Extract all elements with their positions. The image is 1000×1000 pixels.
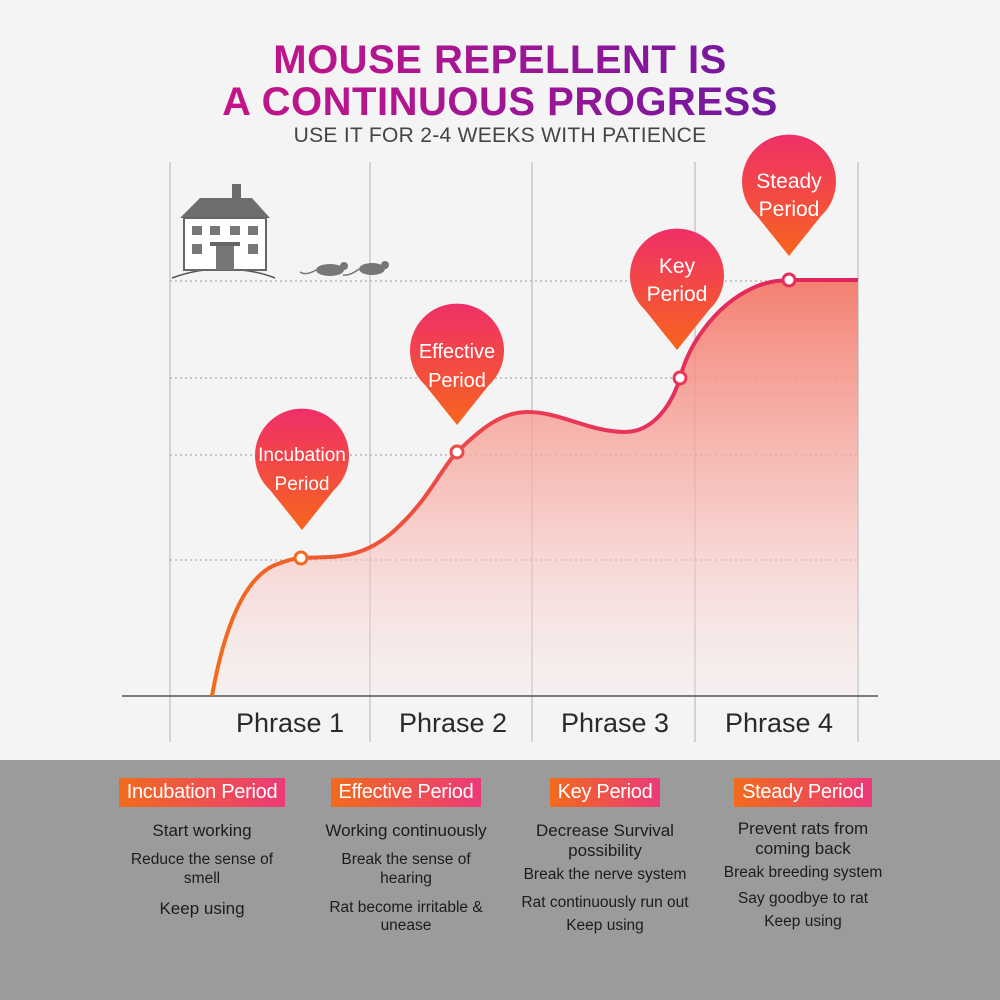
marker-label: Effective xyxy=(419,341,495,363)
marker-pin-3: Key Period xyxy=(630,228,724,350)
period-item: Reduce the sense of smell xyxy=(130,851,274,887)
marker-pin-4: Steady Period xyxy=(742,134,836,256)
period-item: Keep using xyxy=(764,912,842,930)
period-item: Break breeding system xyxy=(723,863,883,881)
marker-pin-2: Effective Period xyxy=(409,303,504,425)
phrase-labels: Phrase 1 Phrase 2 Phrase 3 Phrase 4 xyxy=(236,708,833,738)
period-item: Rat continuously run out xyxy=(521,894,689,912)
house-icon xyxy=(171,184,276,279)
marker-dot xyxy=(672,370,688,386)
period-item: Break the sense of hearing xyxy=(341,851,471,887)
period-item: Rat become irritable & unease xyxy=(329,898,483,935)
period-column-incubation: Incubation Period Start working Reduce t… xyxy=(92,778,312,919)
progress-area xyxy=(212,280,858,696)
period-item: Decrease Survival possibility xyxy=(536,821,674,861)
marker-dot xyxy=(293,550,309,566)
phrase-label: Phrase 1 xyxy=(236,708,344,738)
period-item: Say goodbye to rat xyxy=(737,890,869,908)
period-column-steady: Steady Period Prevent rats from coming b… xyxy=(693,778,913,932)
period-badge: Incubation Period xyxy=(118,778,286,807)
period-item: Start working xyxy=(152,821,252,840)
title-line-2: A CONTINUOUS PROGRESS xyxy=(0,82,1000,122)
rat-icon xyxy=(299,261,389,276)
marker-label: Key xyxy=(659,255,696,278)
marker-dot xyxy=(449,444,465,460)
period-column-effective: Effective Period Working continuously Br… xyxy=(296,778,516,936)
period-item: Keep using xyxy=(159,898,245,918)
marker-dots xyxy=(293,272,797,566)
period-item: Break the nerve system xyxy=(523,865,687,883)
marker-label: Period xyxy=(647,283,708,306)
title-line-1: MOUSE REPELLENT IS xyxy=(0,40,1000,80)
phrase-label: Phrase 4 xyxy=(725,708,833,738)
periods-panel: Incubation Period Start working Reduce t… xyxy=(0,760,1000,1000)
subtitle: USE IT FOR 2-4 WEEKS WITH PATIENCE xyxy=(293,124,707,147)
phrase-label: Phrase 3 xyxy=(561,708,669,738)
marker-label: Period xyxy=(275,474,330,495)
progress-curve xyxy=(210,278,858,697)
period-item: Working continuously xyxy=(325,821,487,840)
period-badge: Effective Period xyxy=(330,778,482,807)
phrase-label: Phrase 2 xyxy=(399,708,507,738)
marker-label: Period xyxy=(428,370,486,392)
period-badge: Steady Period xyxy=(734,778,872,807)
marker-pin-1: Incubation Period xyxy=(254,408,349,530)
marker-label: Incubation xyxy=(258,445,346,466)
marker-label: Period xyxy=(759,198,820,221)
marker-label: Steady xyxy=(756,170,822,193)
period-item: Prevent rats from coming back xyxy=(737,819,869,859)
progress-chart: Incubation Period Effective Period Key P… xyxy=(122,134,878,742)
period-item: Keep using xyxy=(566,916,644,934)
period-column-key: Key Period Decrease Survival possibility… xyxy=(495,778,715,936)
marker-dot xyxy=(781,272,797,288)
period-badge: Key Period xyxy=(549,778,661,807)
